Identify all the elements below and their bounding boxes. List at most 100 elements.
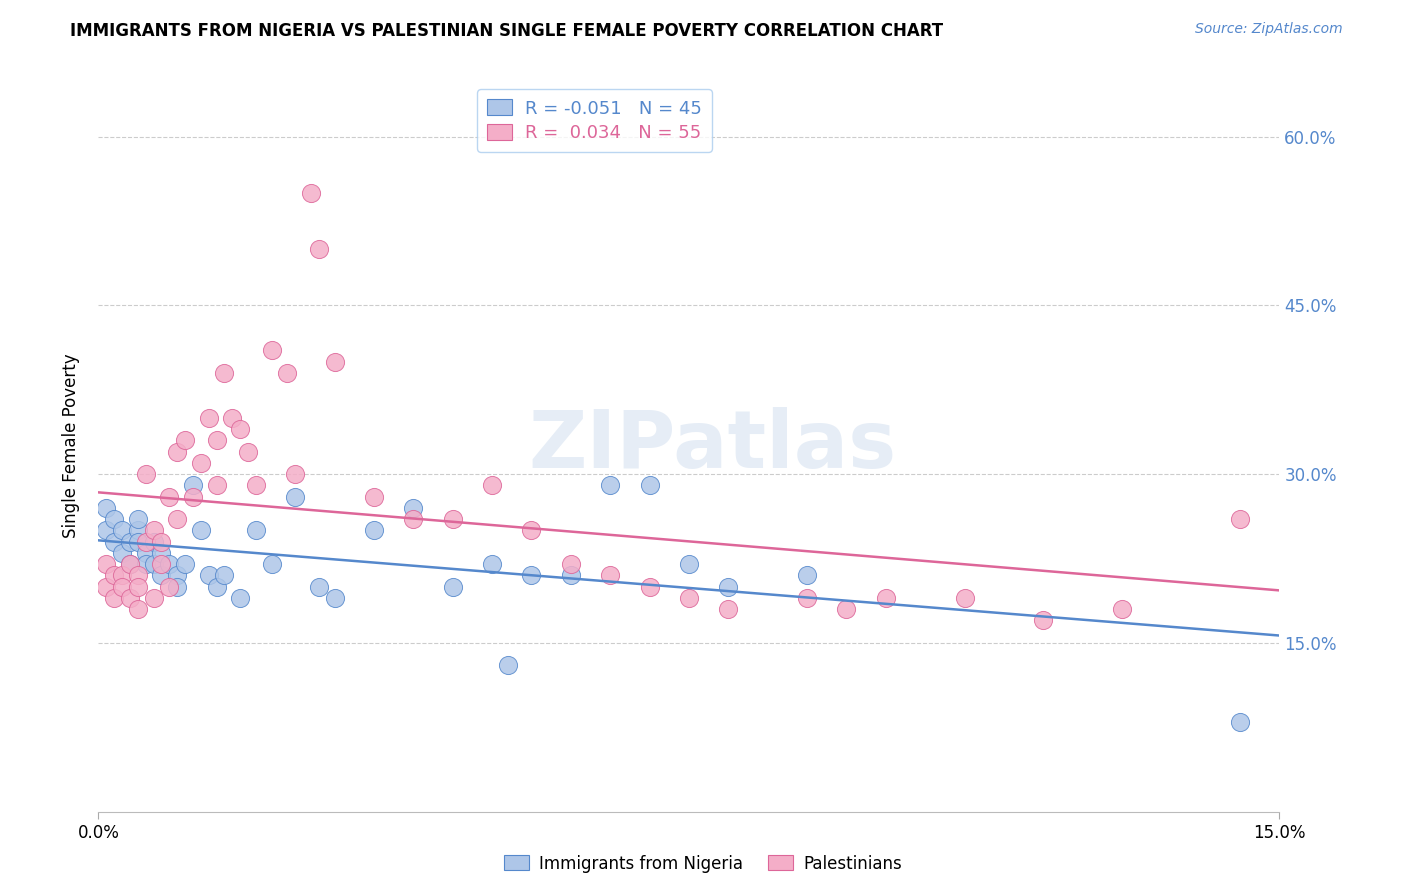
Point — [127, 580, 149, 594]
Legend: Immigrants from Nigeria, Palestinians: Immigrants from Nigeria, Palestinians — [498, 848, 908, 880]
Point — [214, 568, 236, 582]
Point — [717, 580, 740, 594]
Point — [157, 557, 180, 571]
Point — [299, 186, 322, 200]
Point — [142, 534, 165, 549]
Point — [197, 568, 219, 582]
Point — [157, 580, 180, 594]
Point — [1229, 714, 1251, 729]
Point — [174, 434, 197, 448]
Point — [205, 478, 228, 492]
Text: ZIPatlas: ZIPatlas — [529, 407, 897, 485]
Legend: R = -0.051   N = 45, R =  0.034   N = 55: R = -0.051 N = 45, R = 0.034 N = 55 — [477, 89, 711, 152]
Point — [323, 354, 346, 368]
Point — [111, 524, 134, 538]
Point — [1229, 512, 1251, 526]
Text: Source: ZipAtlas.com: Source: ZipAtlas.com — [1195, 22, 1343, 37]
Point — [363, 490, 385, 504]
Point — [190, 524, 212, 538]
Point — [166, 568, 188, 582]
Point — [520, 568, 543, 582]
Point — [496, 658, 519, 673]
Point — [142, 524, 165, 538]
Point — [481, 478, 503, 492]
Point — [127, 534, 149, 549]
Point — [127, 602, 149, 616]
Point — [111, 580, 134, 594]
Point — [678, 557, 700, 571]
Point — [166, 444, 188, 458]
Point — [402, 500, 425, 515]
Point — [717, 602, 740, 616]
Point — [111, 568, 134, 582]
Point — [135, 534, 157, 549]
Point — [150, 534, 173, 549]
Point — [205, 580, 228, 594]
Point — [441, 580, 464, 594]
Point — [796, 591, 818, 605]
Point — [323, 591, 346, 605]
Point — [103, 512, 125, 526]
Point — [638, 478, 661, 492]
Point — [135, 467, 157, 482]
Point — [221, 410, 243, 425]
Point — [142, 557, 165, 571]
Point — [181, 490, 204, 504]
Point — [1111, 602, 1133, 616]
Point — [308, 580, 330, 594]
Point — [103, 591, 125, 605]
Point — [197, 410, 219, 425]
Point — [150, 557, 173, 571]
Y-axis label: Single Female Poverty: Single Female Poverty — [62, 354, 80, 538]
Point — [135, 557, 157, 571]
Point — [260, 557, 283, 571]
Point — [157, 490, 180, 504]
Point — [118, 557, 141, 571]
Point — [127, 568, 149, 582]
Point — [135, 546, 157, 560]
Point — [96, 524, 118, 538]
Point — [96, 580, 118, 594]
Point — [796, 568, 818, 582]
Point — [308, 242, 330, 256]
Point — [953, 591, 976, 605]
Point — [481, 557, 503, 571]
Point — [96, 557, 118, 571]
Point — [229, 422, 252, 436]
Point — [103, 534, 125, 549]
Point — [150, 568, 173, 582]
Point — [166, 512, 188, 526]
Point — [284, 467, 307, 482]
Point — [118, 591, 141, 605]
Point — [96, 500, 118, 515]
Point — [560, 557, 582, 571]
Point — [229, 591, 252, 605]
Point — [181, 478, 204, 492]
Point — [127, 512, 149, 526]
Point — [245, 524, 267, 538]
Point — [276, 366, 298, 380]
Point — [214, 366, 236, 380]
Point — [103, 568, 125, 582]
Point — [174, 557, 197, 571]
Point — [236, 444, 259, 458]
Point — [599, 478, 621, 492]
Point — [441, 512, 464, 526]
Point — [245, 478, 267, 492]
Point — [142, 591, 165, 605]
Point — [835, 602, 858, 616]
Point — [150, 546, 173, 560]
Point — [1032, 614, 1054, 628]
Point — [560, 568, 582, 582]
Point — [166, 580, 188, 594]
Point — [127, 524, 149, 538]
Text: IMMIGRANTS FROM NIGERIA VS PALESTINIAN SINGLE FEMALE POVERTY CORRELATION CHART: IMMIGRANTS FROM NIGERIA VS PALESTINIAN S… — [70, 22, 943, 40]
Point — [111, 546, 134, 560]
Point — [678, 591, 700, 605]
Point — [638, 580, 661, 594]
Point — [402, 512, 425, 526]
Point — [284, 490, 307, 504]
Point — [520, 524, 543, 538]
Point — [260, 343, 283, 358]
Point — [205, 434, 228, 448]
